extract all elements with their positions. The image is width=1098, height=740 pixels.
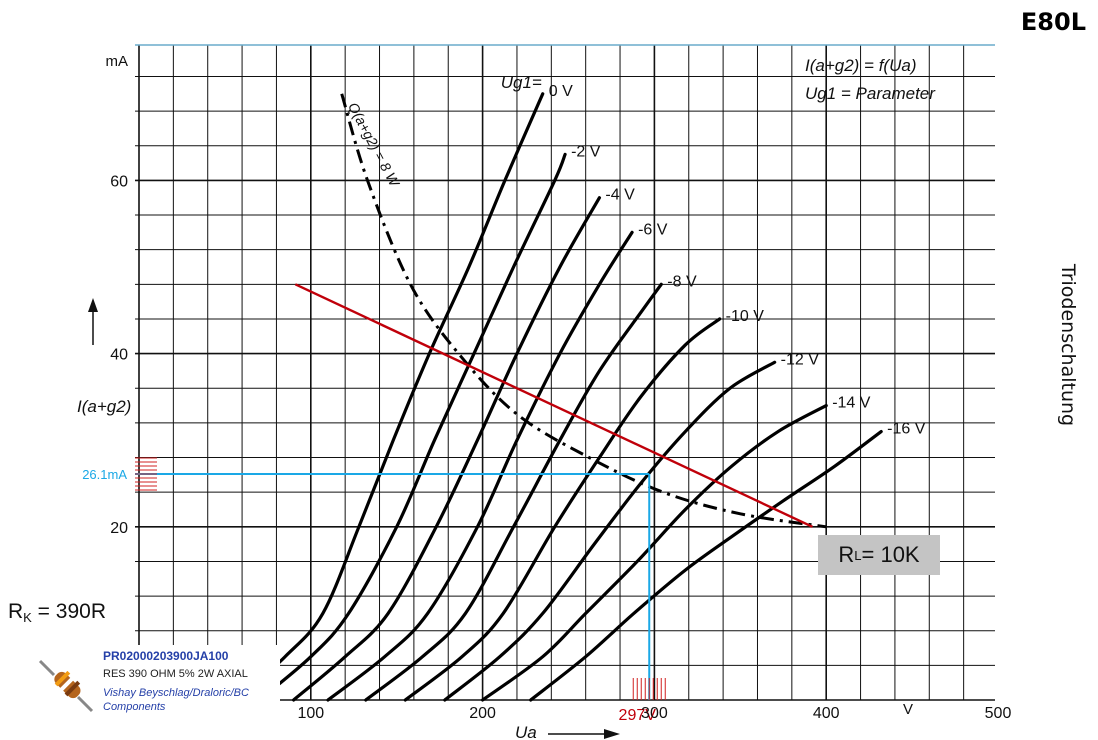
load-line	[294, 283, 813, 528]
chart-labels: 0 V -2 V -4 V-6 V -8 V -10 V -12 V -14 V -16 V U…	[77, 53, 1011, 740]
series-curve	[403, 317, 722, 702]
operating-voltage-label: 297V	[619, 707, 657, 724]
series-label: -4 V	[605, 187, 635, 204]
part-description: RES 390 OHM 5% 2W AXIAL	[103, 668, 248, 680]
series-label: -8 V	[667, 273, 697, 290]
chart-overlays	[135, 93, 827, 700]
series-label: -14 V	[832, 395, 871, 412]
rk-symbol: R	[8, 600, 24, 623]
y-axis-title: I(a+g2)	[77, 397, 131, 416]
series-label: -10 V	[726, 308, 765, 325]
rk-value: = 390R	[31, 600, 106, 623]
x-tick-label: 500	[985, 705, 1012, 722]
formula-line-1: I(a+g2) = f(Ua)	[805, 56, 917, 75]
operating-current-label: 26.1mA	[82, 467, 127, 482]
series-curve	[529, 429, 883, 702]
rl-value: = 10K	[861, 542, 920, 567]
cathode-resistor-label: RK = 390R	[8, 600, 106, 625]
x-tick-label: 400	[813, 705, 840, 722]
series-label: -12 V	[781, 351, 820, 368]
x-axis-arrowhead	[604, 729, 620, 739]
part-number[interactable]: PR02000203900JA100	[103, 649, 229, 663]
y-tick-label: 20	[110, 520, 128, 537]
y-axis-arrowhead	[88, 298, 98, 312]
circuit-mode-label: Triodenschaltung	[1057, 263, 1079, 427]
part-manufacturer[interactable]: Vishay Beyschlag/Draloric/BC Components	[103, 687, 249, 713]
y-tick-label: 60	[110, 173, 128, 190]
rl-symbol: R	[838, 542, 855, 567]
y-unit-label: mA	[106, 53, 129, 70]
series-label: -2 V	[571, 143, 601, 160]
formula-block: I(a+g2) = f(Ua) Ug1 = Parameter	[805, 52, 935, 108]
rl-subscript: L	[854, 547, 862, 563]
parameter-label: Ug1=	[501, 73, 542, 92]
grid-voltage-curves	[235, 92, 883, 702]
series-curve	[257, 152, 567, 702]
tube-title: E80L	[1020, 8, 1086, 36]
rk-subscript: K	[23, 610, 32, 625]
x-tick-label: 100	[297, 705, 324, 722]
max-dissipation-curve	[340, 93, 827, 529]
series-curve	[364, 282, 663, 702]
max-dissipation-label: Q(a+g2) = 8 W	[345, 100, 403, 191]
part-info-card: PR02000203900JA100 RES 390 OHM 5% 2W AXI…	[30, 645, 280, 717]
series-curve	[235, 92, 545, 702]
x-tick-label: 300	[641, 705, 668, 722]
y-tick-label: 40	[110, 347, 128, 364]
x-unit-label: V	[903, 701, 913, 718]
series-label: 0 V	[549, 83, 573, 100]
formula-line-2: Ug1 = Parameter	[805, 84, 935, 103]
series-curve	[326, 230, 634, 702]
series-label: -16 V	[887, 421, 926, 438]
resistor-icon	[38, 659, 94, 713]
series-curve	[481, 403, 828, 702]
series-label: -6 V	[638, 221, 668, 238]
x-axis-title: Ua	[515, 723, 537, 740]
series-curve	[443, 360, 777, 702]
chart-grid	[135, 44, 995, 701]
x-tick-label: 200	[469, 705, 496, 722]
